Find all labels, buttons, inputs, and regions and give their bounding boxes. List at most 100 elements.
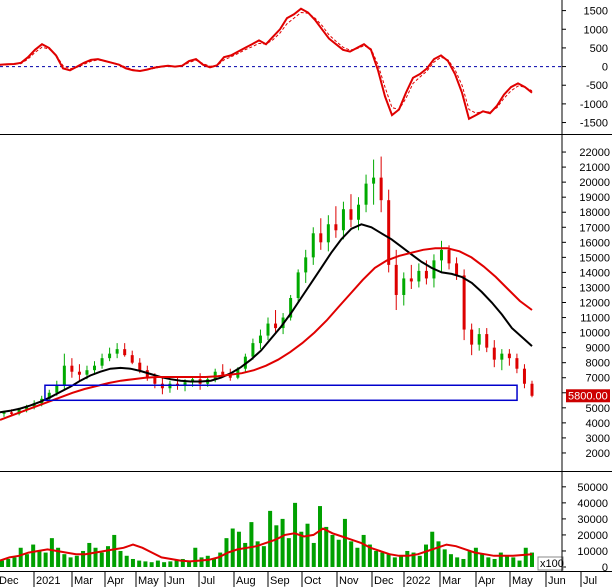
volume-bar — [62, 554, 67, 567]
volume-bar — [349, 541, 354, 567]
candle-body — [530, 383, 534, 396]
volume-bar — [68, 557, 73, 567]
candle-body — [266, 323, 270, 336]
candle-body — [77, 371, 81, 375]
price-y-tick-label: 2000 — [586, 448, 610, 460]
volume-bar — [124, 555, 129, 567]
volume-bar — [18, 547, 23, 567]
volume-bar — [87, 542, 92, 567]
volume-bar — [473, 547, 478, 567]
price-y-axis: 22000 21000 20000 19000 18000 17000 16000 15000… — [562, 147, 610, 460]
candle-body — [85, 370, 89, 375]
candle-body — [138, 362, 142, 371]
time-tick-label: May — [138, 575, 159, 587]
volume-y-tick-label: 20000 — [577, 530, 608, 542]
time-tick-label: Apr — [478, 575, 495, 587]
candle-body — [115, 349, 119, 354]
price-y-tick-label: 14000 — [579, 267, 610, 279]
volume-bar — [168, 561, 173, 567]
volume-bar — [56, 547, 61, 567]
volume-bar — [249, 522, 254, 567]
time-tick-label: Oct — [304, 575, 321, 587]
price-y-tick-label: 21000 — [579, 162, 610, 174]
candle-body — [379, 177, 383, 201]
volume-bar — [174, 559, 179, 567]
time-tick-label: Jul — [201, 575, 215, 587]
candle-body — [251, 343, 255, 357]
candle-body — [70, 365, 74, 372]
price-y-tick-label: 22000 — [579, 147, 610, 159]
time-tick-label: Jun — [167, 575, 185, 587]
candle-body — [311, 233, 315, 258]
volume-bar — [99, 552, 104, 567]
candle-body — [93, 365, 97, 371]
volume-bar — [293, 502, 298, 567]
candle-body — [55, 385, 59, 393]
volume-y-axis: 50000 40000 30000 20000 10000 0 — [562, 482, 608, 574]
volume-bar — [162, 562, 167, 567]
volume-bar — [324, 526, 329, 567]
volume-bar — [330, 534, 335, 567]
time-tick-label: Aug — [236, 575, 256, 587]
volume-bar — [218, 552, 223, 567]
volume-bar — [517, 560, 522, 567]
volume-bar — [143, 561, 148, 567]
volume-unit-label: x100 — [540, 558, 564, 570]
price-y-tick-label: 16000 — [579, 237, 610, 249]
panel-borders — [0, 0, 612, 572]
price-panel: 22000 21000 20000 19000 18000 17000 16000 15000… — [0, 147, 610, 460]
volume-bar — [12, 557, 17, 567]
candle-body — [228, 374, 232, 378]
price-y-tick-label: 15000 — [579, 252, 610, 264]
candle-body — [394, 264, 398, 295]
candle-body — [402, 278, 406, 295]
volume-bar — [255, 541, 260, 567]
price-y-tick-label: 10000 — [579, 328, 610, 340]
volume-bar — [199, 557, 204, 567]
volume-bar — [193, 547, 198, 567]
price-y-tick-label: 8000 — [586, 358, 610, 370]
candle-body — [10, 412, 14, 414]
candle-body — [304, 257, 308, 273]
price-y-tick-label: 3000 — [586, 433, 610, 445]
candle-body — [175, 383, 179, 386]
volume-bar — [492, 558, 497, 567]
candle-body — [62, 365, 66, 386]
osc-y-tick-label: -1500 — [580, 118, 608, 130]
candle-body — [522, 368, 526, 384]
price-y-tick-label: 9000 — [586, 343, 610, 355]
volume-bar — [480, 554, 485, 567]
price-y-tick-label: 5000 — [586, 403, 610, 415]
price-y-tick-label: 4000 — [586, 418, 610, 430]
time-axis-labels: Dec 2021 Mar Apr May Jun Jul Aug Sep Oct Nov Dec 202… — [0, 572, 597, 587]
volume-bar — [6, 558, 11, 567]
time-tick-label: Jul — [583, 575, 597, 587]
osc-y-tick-label: 1000 — [584, 24, 608, 36]
candle-body — [319, 233, 323, 243]
candle-body — [326, 224, 330, 243]
candle-body — [364, 183, 368, 205]
time-tick-label: May — [512, 575, 533, 587]
support-zone-box — [44, 384, 518, 402]
candle-body — [470, 329, 474, 345]
candle-body — [409, 278, 413, 282]
volume-bar — [49, 538, 54, 567]
volume-y-tick-label: 50000 — [577, 482, 608, 494]
candle-body — [372, 177, 376, 184]
volume-bar — [24, 554, 29, 567]
last-price-tag: 5800.00 — [566, 389, 610, 403]
volume-moving-average — [0, 527, 533, 563]
volume-bar — [299, 531, 304, 567]
volume-bar — [530, 552, 534, 567]
price-y-tick-label: 12000 — [579, 298, 610, 310]
volume-bar — [417, 555, 422, 567]
last-price-label: 5800.00 — [568, 390, 608, 402]
time-axis: Dec 2021 Mar Apr May Jun Jul Aug Sep Oct Nov Dec 202… — [0, 572, 597, 587]
time-tick-label: Apr — [107, 575, 124, 587]
oscillator-panel: 1500 1000 500 0 -500 -1000 -1500 — [0, 0, 608, 134]
price-y-tick-label: 18000 — [579, 207, 610, 219]
volume-bar — [268, 510, 273, 567]
volume-bar — [455, 557, 460, 567]
volume-bar — [137, 560, 142, 567]
volume-bar — [205, 555, 210, 567]
